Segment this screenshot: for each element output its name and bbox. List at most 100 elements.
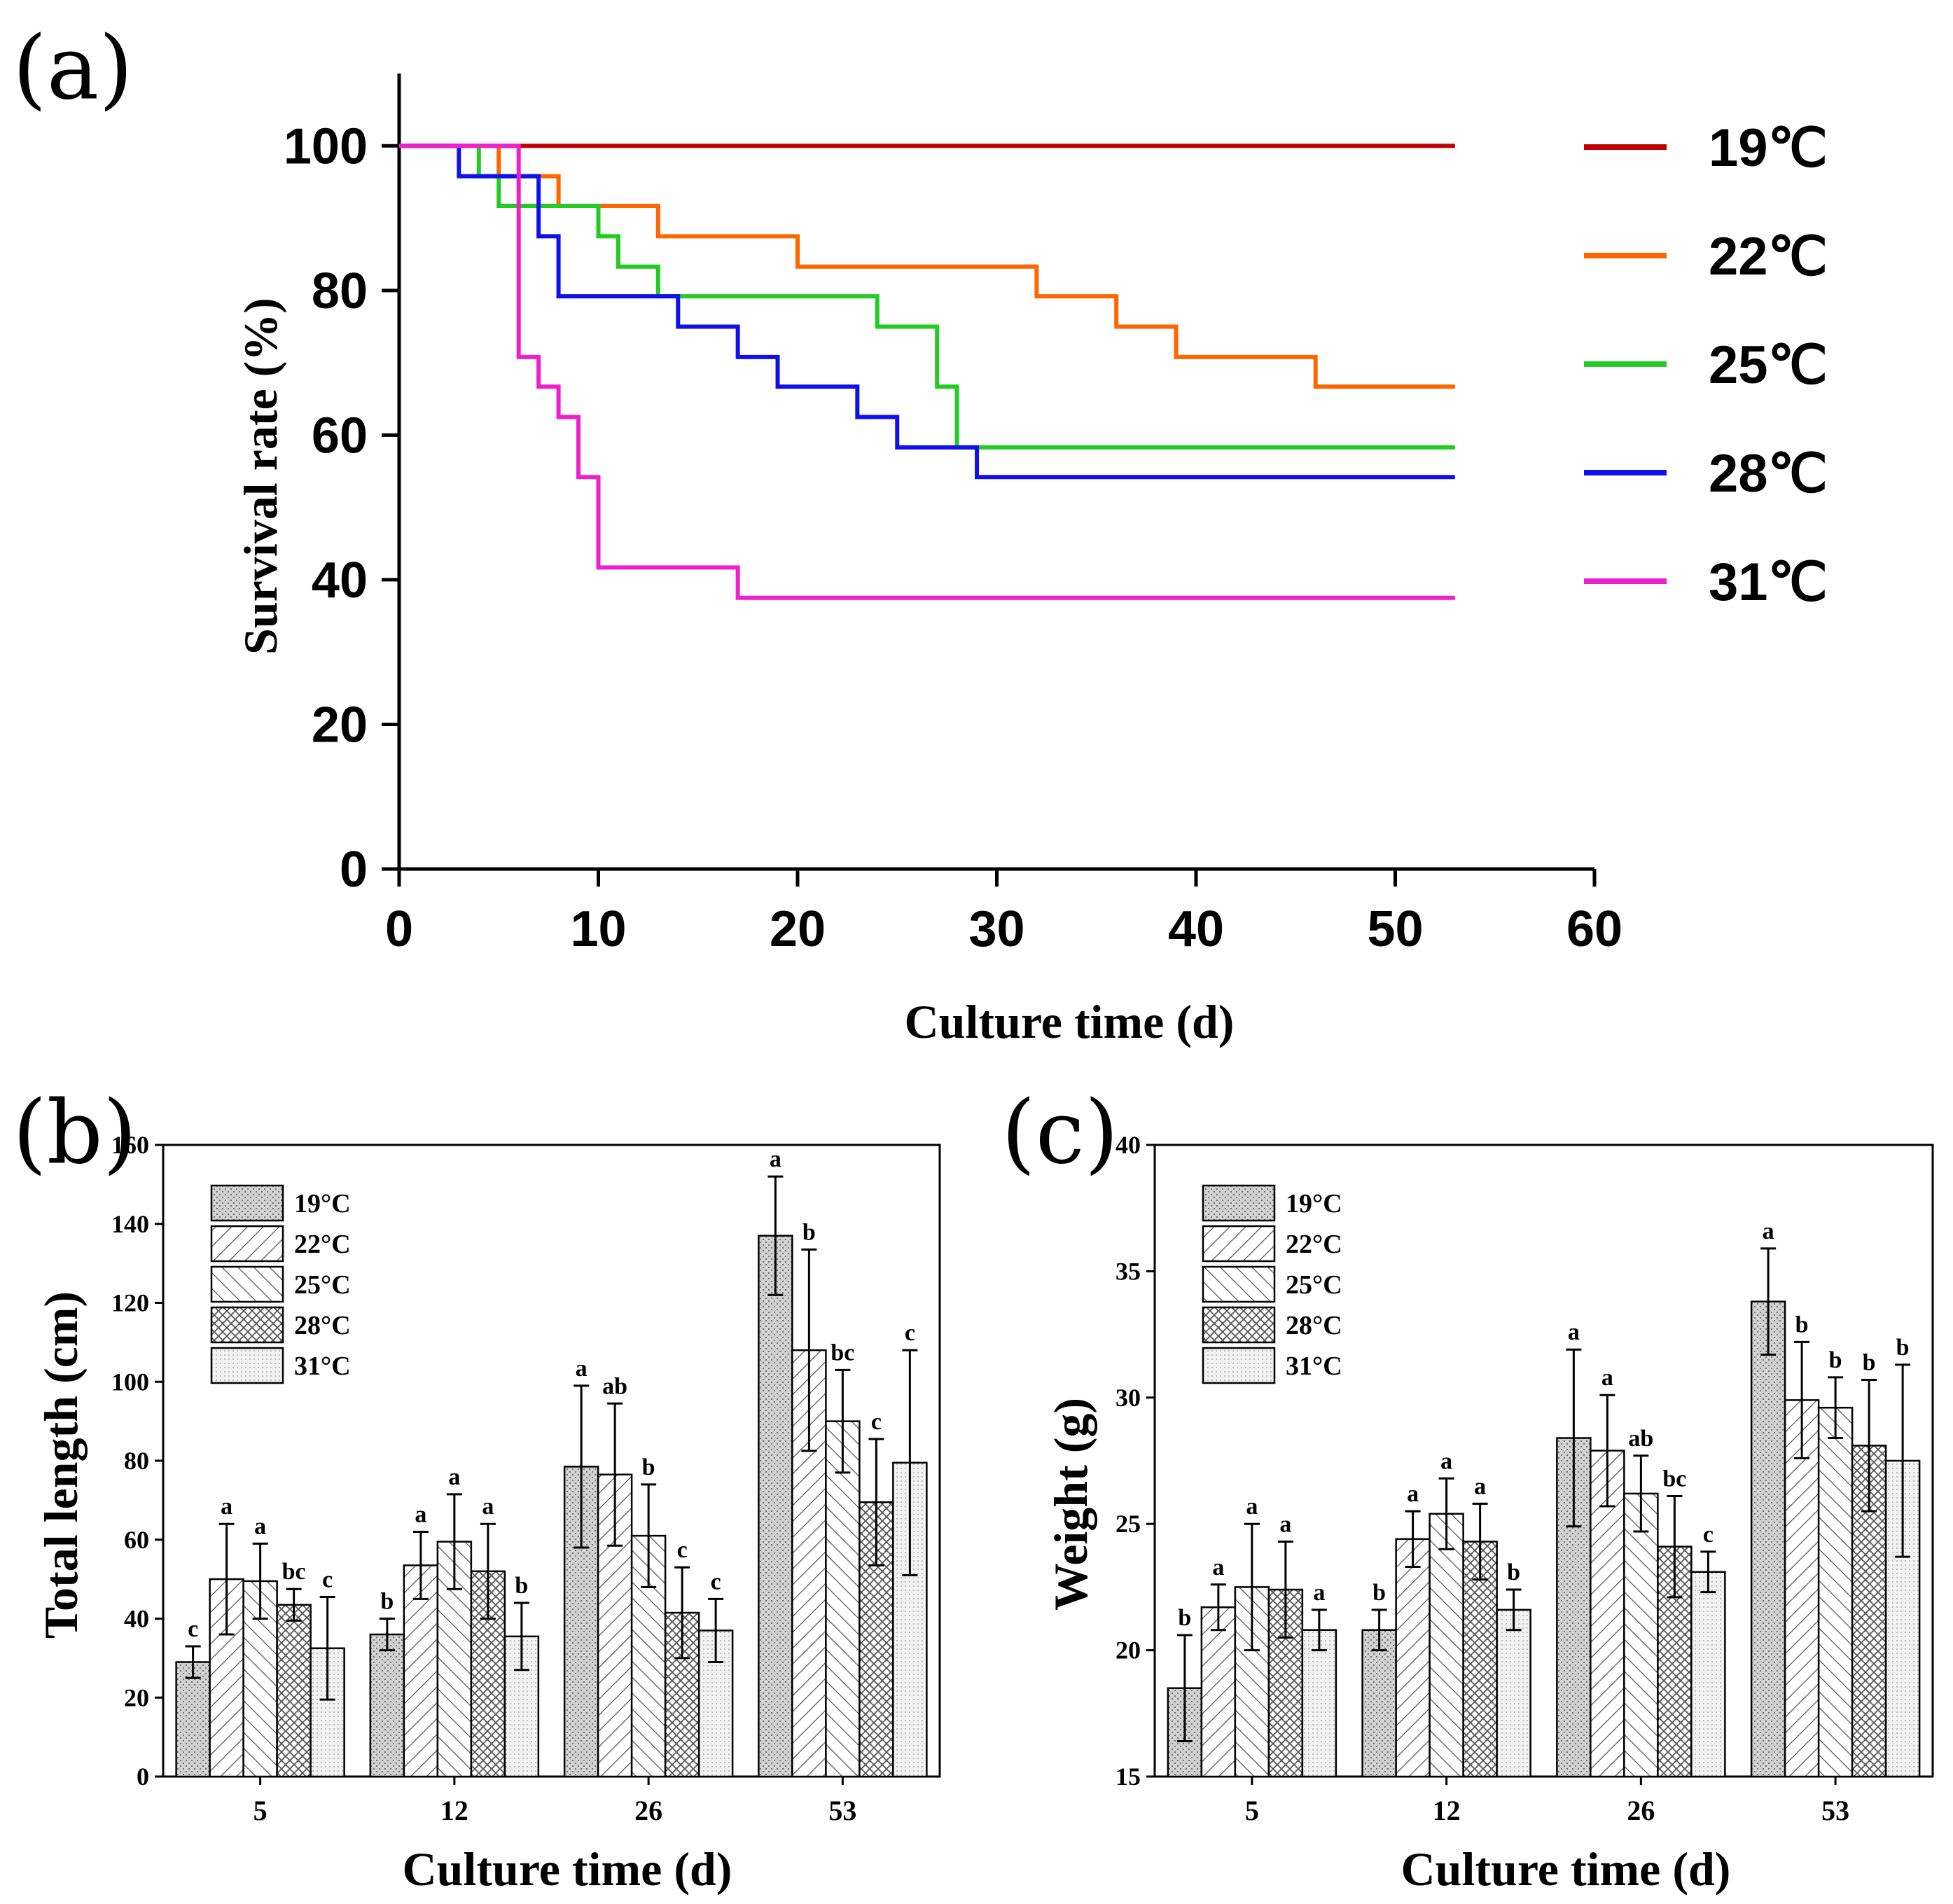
survival-x-tick-label: 40 xyxy=(1168,901,1224,957)
significance-letter: b xyxy=(380,1589,394,1615)
significance-letter: ab xyxy=(602,1373,627,1399)
significance-letter: c xyxy=(188,1616,198,1642)
legend-label: 22°C xyxy=(1286,1230,1342,1259)
legend-swatch xyxy=(210,1347,284,1384)
survival-x-tick-label: 50 xyxy=(1367,901,1423,957)
bar xyxy=(1361,1629,1397,1778)
y-tick-label: 0 xyxy=(137,1763,149,1791)
significance-letter: b xyxy=(642,1454,655,1480)
survival-axes: 0 10 20 30 40 50 60 0 20 40 60 80 100 xyxy=(284,74,1622,957)
y-tick-label: 35 xyxy=(1115,1257,1141,1285)
bar xyxy=(1200,1606,1237,1778)
significance-letter: a xyxy=(448,1464,460,1490)
survival-x-tick-label: 60 xyxy=(1566,901,1622,957)
bar xyxy=(276,1604,312,1778)
survival-chart: (a) 0 10 20 30 40 50 60 0 20 40 60 80 100 19℃ 22℃ 25℃ 2… xyxy=(13,18,1828,1048)
x-tick-label: 5 xyxy=(1245,1795,1259,1826)
bar xyxy=(175,1661,211,1778)
y-tick-label: 20 xyxy=(1115,1637,1141,1665)
weight-chart: (c) 1520253035405baaaa12baaab26aaabbcc53… xyxy=(1001,1082,1934,1896)
significance-letter: b xyxy=(1829,1347,1842,1373)
legend-swatch xyxy=(210,1184,284,1222)
legend-label: 19℃ xyxy=(1709,118,1828,178)
bar xyxy=(1623,1492,1659,1778)
survival-y-tick-label: 100 xyxy=(284,118,368,174)
significance-letter: a xyxy=(1407,1481,1419,1507)
y-tick-label: 25 xyxy=(1115,1510,1141,1538)
legend-label: 31°C xyxy=(294,1351,351,1381)
significance-letter: c xyxy=(1703,1522,1714,1548)
survival-lines xyxy=(399,144,1455,600)
bar xyxy=(1301,1629,1337,1778)
length-y-axis-title: Total length (cm) xyxy=(34,1291,88,1639)
significance-letter: bc xyxy=(1662,1466,1686,1492)
legend-label: 28°C xyxy=(294,1311,351,1340)
significance-letter: c xyxy=(322,1566,333,1592)
survival-y-tick-label: 40 xyxy=(312,553,368,609)
legend-label: 28°C xyxy=(1286,1311,1342,1340)
survival-x-axis-title: Culture time (d) xyxy=(905,995,1235,1048)
y-tick-label: 30 xyxy=(1115,1384,1141,1412)
significance-letter: b xyxy=(1863,1350,1876,1376)
survival-y-tick-label: 60 xyxy=(312,408,368,464)
survival-y-tick-label: 0 xyxy=(340,842,368,898)
legend-label: 19°C xyxy=(294,1189,351,1218)
bar xyxy=(758,1235,793,1778)
significance-letter: c xyxy=(677,1537,688,1563)
significance-letter: a xyxy=(1212,1555,1224,1580)
y-tick-label: 40 xyxy=(1115,1131,1141,1159)
bar xyxy=(825,1420,861,1778)
significance-letter: a xyxy=(1568,1319,1580,1345)
legend-swatch xyxy=(210,1225,284,1263)
weight-x-axis-title: Culture time (d) xyxy=(1401,1842,1731,1896)
significance-letter: a xyxy=(770,1146,781,1172)
bar xyxy=(403,1564,439,1778)
legend-label: 28℃ xyxy=(1709,444,1828,503)
survival-y-tick-label: 20 xyxy=(312,697,368,753)
bar xyxy=(1817,1406,1854,1778)
survival-y-axis-title: Survival rate (%) xyxy=(234,298,287,655)
panel-label-b: (b) xyxy=(13,1082,137,1183)
bar xyxy=(1690,1571,1726,1778)
significance-letter: a xyxy=(1763,1218,1774,1244)
legend-label: 31°C xyxy=(1286,1351,1342,1381)
y-tick-label: 20 xyxy=(124,1683,149,1711)
legend-swatch xyxy=(1202,1225,1276,1263)
legend-label: 25°C xyxy=(294,1270,351,1300)
significance-letter: c xyxy=(905,1320,915,1346)
survival-legend: 19℃ 22℃ 25℃ 28℃ 31℃ xyxy=(1584,118,1828,612)
y-tick-label: 80 xyxy=(124,1447,149,1475)
y-tick-label: 120 xyxy=(111,1289,149,1317)
bar xyxy=(1496,1608,1531,1778)
significance-letter: a xyxy=(221,1494,232,1520)
significance-letter: c xyxy=(871,1409,882,1435)
significance-letter: a xyxy=(415,1501,426,1527)
significance-letter: bc xyxy=(830,1340,854,1366)
panel-label-c: (c) xyxy=(1001,1082,1119,1183)
significance-letter: a xyxy=(482,1494,494,1520)
significance-letter: b xyxy=(1795,1312,1809,1337)
length-x-axis-title: Culture time (d) xyxy=(403,1842,732,1896)
significance-letter: c xyxy=(711,1569,721,1594)
legend-label: 25℃ xyxy=(1709,335,1828,395)
survival-line-31 xyxy=(399,144,1455,600)
significance-letter: a xyxy=(1601,1365,1613,1391)
legend-label: 31℃ xyxy=(1709,553,1828,612)
significance-letter: a xyxy=(254,1513,266,1539)
significance-letter: bc xyxy=(282,1559,306,1585)
significance-letter: b xyxy=(515,1573,528,1599)
y-tick-label: 15 xyxy=(1115,1763,1141,1791)
survival-x-tick-label: 0 xyxy=(385,901,413,957)
survival-line-28 xyxy=(399,144,1455,480)
survival-line-22 xyxy=(399,144,1455,389)
survival-x-tick-label: 30 xyxy=(968,901,1024,957)
legend-swatch xyxy=(1202,1306,1276,1344)
significance-letter: b xyxy=(1896,1335,1910,1361)
legend-swatch xyxy=(1202,1184,1276,1222)
significance-letter: a xyxy=(1246,1494,1258,1520)
legend-swatch xyxy=(210,1265,284,1303)
significance-letter: a xyxy=(1313,1580,1325,1606)
